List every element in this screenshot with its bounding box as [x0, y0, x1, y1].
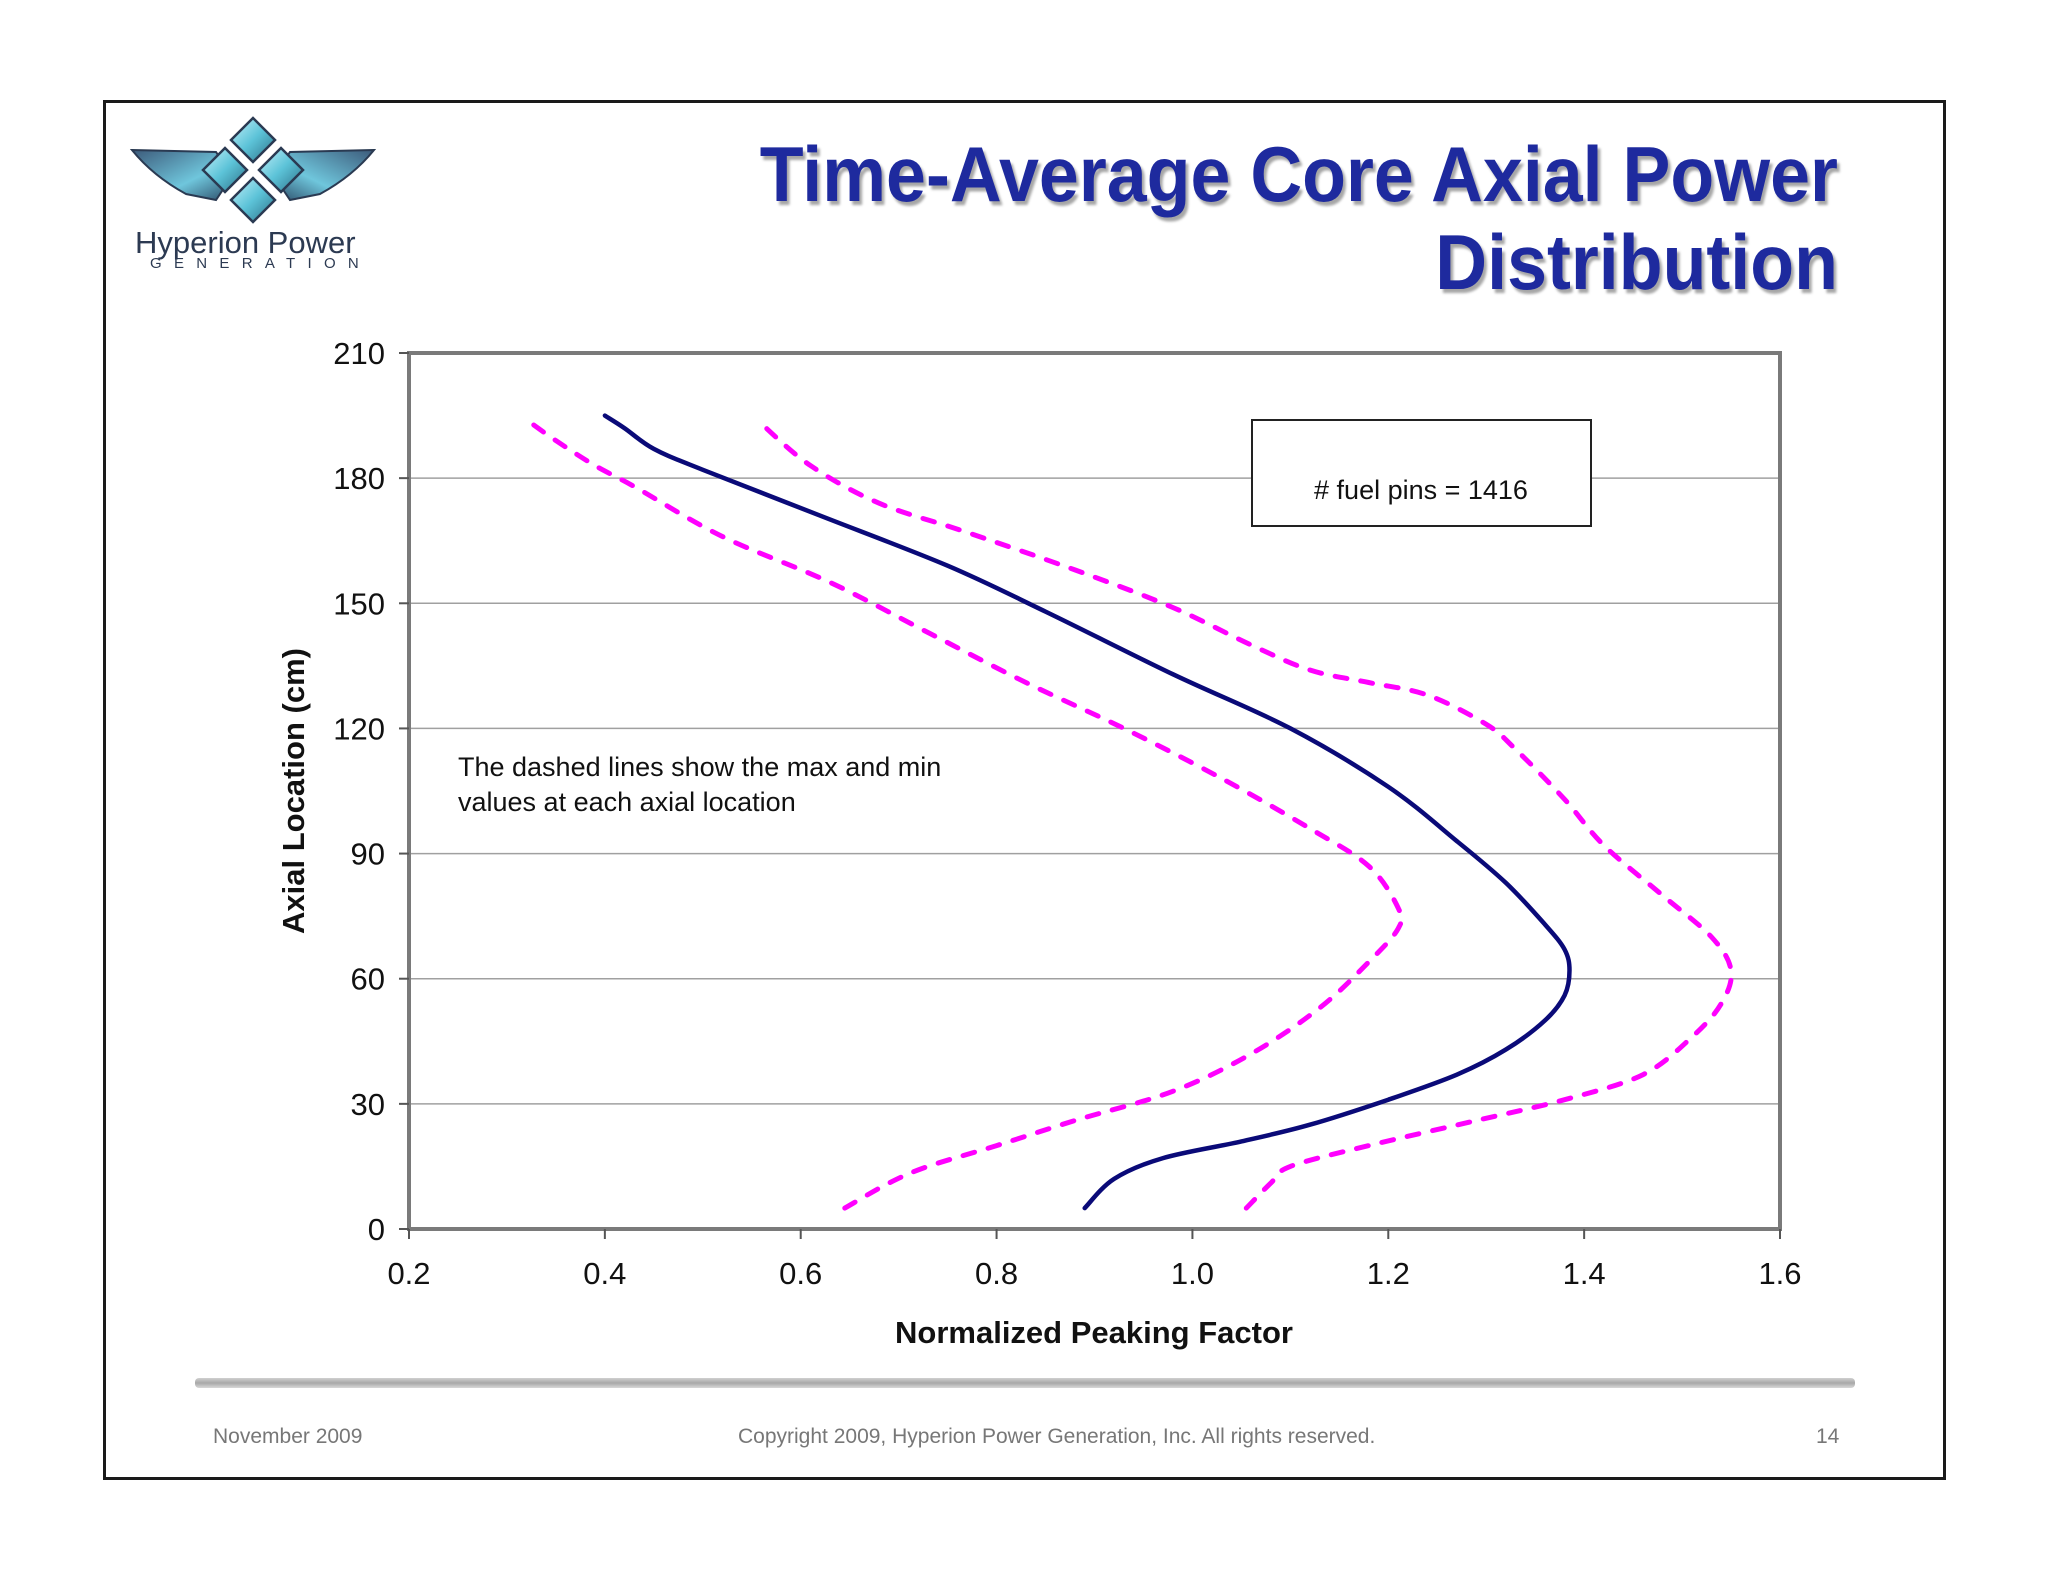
annotation-line-2: values at each axial location	[458, 787, 796, 817]
hyperion-logo-icon	[129, 116, 377, 224]
x-tick-label-2: 0.6	[779, 1256, 822, 1291]
series-line-max	[759, 421, 1734, 1211]
title-line-1: Time-Average Core Axial Power	[759, 130, 1838, 218]
footer-date: November 2009	[213, 1425, 363, 1448]
y-tick-label-0: 0	[368, 1212, 385, 1247]
series-line-average	[602, 413, 1572, 1211]
legend-text: # fuel pins = 1416	[1314, 475, 1528, 505]
footer-page-number: 14	[1816, 1425, 1840, 1448]
x-tick-label-0: 0.2	[387, 1256, 430, 1291]
y-tick-label-2: 60	[351, 962, 385, 997]
logo-name: Hyperion Power	[135, 225, 356, 260]
y-tick-label-7: 210	[333, 336, 385, 371]
y-tick-label-3: 90	[351, 837, 385, 872]
series-line-min	[524, 417, 1405, 1211]
annotation-line-1: The dashed lines show the max and min	[458, 752, 941, 782]
title-line-2: Distribution	[1435, 218, 1838, 306]
footer-divider	[195, 1378, 1855, 1388]
x-tick-label-5: 1.2	[1367, 1256, 1410, 1291]
legend-box	[1251, 419, 1592, 527]
x-tick-label-6: 1.4	[1563, 1256, 1606, 1291]
x-tick-label-1: 0.4	[583, 1256, 626, 1291]
x-tick-label-7: 1.6	[1758, 1256, 1801, 1291]
x-tick-label-3: 0.8	[975, 1256, 1018, 1291]
slide-title: Time-Average Core Axial Power Distributi…	[760, 130, 1838, 306]
y-tick-label-1: 30	[351, 1087, 385, 1122]
x-tick-label-4: 1.0	[1171, 1256, 1214, 1291]
y-tick-label-4: 120	[333, 711, 385, 746]
x-axis-label: Normalized Peaking Factor	[895, 1315, 1293, 1350]
y-tick-label-6: 180	[333, 461, 385, 496]
y-axis-label: Axial Location (cm)	[276, 648, 311, 934]
plot-area-border	[407, 351, 1782, 1231]
y-tick-label-5: 150	[333, 586, 385, 621]
footer-copyright: Copyright 2009, Hyperion Power Generatio…	[738, 1425, 1376, 1448]
logo-subtitle: GENERATION	[150, 255, 372, 272]
